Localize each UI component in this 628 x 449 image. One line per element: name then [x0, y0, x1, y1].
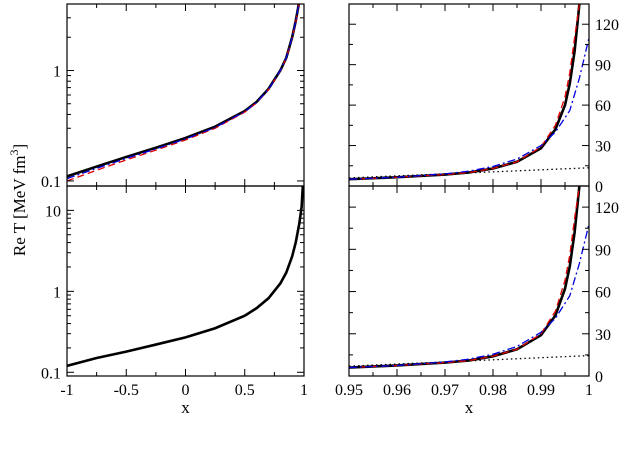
bottom-right-x-axis-label: x [465, 398, 474, 417]
y-axis-label-close: ] [10, 144, 29, 150]
top-right-series-solid-line [349, 4, 581, 181]
bottom-left-y-tick-label: 10 [45, 203, 61, 220]
y-axis-label-text: Re T [MeV fm [10, 156, 29, 257]
bottom-left-x-axis-label: x [181, 398, 190, 417]
bottom-right-frame [348, 185, 590, 377]
y-axis-label: Re T [MeV fm3] [7, 144, 29, 256]
bottom-left-x-tick-label: 0 [182, 382, 190, 399]
top-left-y-tick-label: 1 [53, 63, 61, 80]
top-right-y-tick-label: 90 [595, 58, 611, 75]
bottom-right-y-tick-label: 90 [595, 242, 611, 259]
bottom-left-x-tick-label: 0.5 [235, 382, 255, 399]
bottom-right-series-solid-line [349, 186, 581, 369]
top-right-frame [348, 3, 590, 187]
bottom-right-series-dashdot-line [349, 223, 589, 369]
bottom-right-x-tick-label: 0.95 [335, 382, 363, 399]
bottom-right-y-tick-label: 120 [595, 200, 619, 217]
panel-bottom-left: -1 -0.5 0 0.5 1 0.1 1 10 x [41, 185, 308, 417]
panel-top-left: 0.11 [41, 3, 305, 191]
top-right-series-dashed-line [349, 4, 581, 180]
bottom-left-series-solid-line [67, 186, 304, 368]
bottom-right-x-tick-label: 0.98 [479, 382, 507, 399]
bottom-left-series-dotted-line [67, 189, 304, 367]
bottom-right-y-tick-label: 60 [595, 285, 611, 302]
bottom-left-frame [66, 185, 305, 377]
bottom-right-x-tick-label: 1 [585, 382, 593, 399]
top-left-series-solid-line [67, 4, 301, 178]
bottom-left-y-tick-label: 1 [53, 284, 61, 301]
top-left-frame [66, 3, 305, 187]
bottom-left-x-tick-label: -1 [60, 382, 73, 399]
panel-bottom-right: 0.95 0.96 0.97 0.98 0.99 10 30 60 90 120 x [335, 185, 619, 417]
bottom-left-x-tick-label: -0.5 [114, 382, 139, 399]
bottom-right-x-tick-label: 0.99 [527, 382, 555, 399]
bottom-left-x-tick-label: 1 [300, 382, 308, 399]
bottom-right-y-tick-label: 30 [595, 327, 611, 344]
bottom-right-y-tick-label: 0 [595, 369, 603, 386]
bottom-right-x-tick-label: 0.97 [431, 382, 459, 399]
bottom-right-x-tick-label: 0.96 [383, 382, 411, 399]
top-left-y-tick-label: 0.1 [41, 174, 61, 191]
top-right-series-dashdot-line [349, 37, 589, 180]
top-right-y-tick-label: 30 [595, 139, 611, 156]
top-left-series-dashdot-line [67, 4, 300, 180]
bottom-right-series-dashed-line [349, 186, 581, 369]
panel-top-right: 0 30 60 90 120 [348, 3, 619, 196]
bottom-left-y-tick-label: 0.1 [41, 365, 61, 382]
top-right-y-tick-label: 0 [595, 179, 603, 196]
top-right-y-tick-label: 120 [595, 17, 619, 34]
top-left-series-dotted-line [67, 4, 299, 177]
y-axis-label-superscript: 3 [7, 150, 21, 156]
top-right-y-tick-label: 60 [595, 98, 611, 115]
